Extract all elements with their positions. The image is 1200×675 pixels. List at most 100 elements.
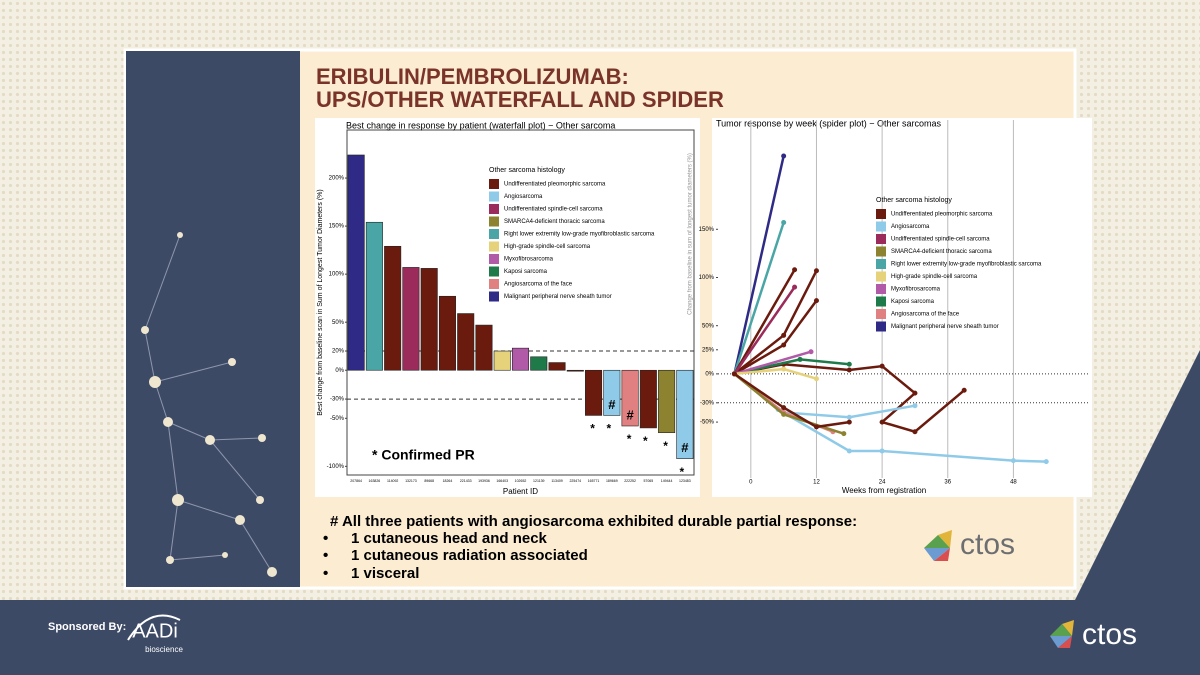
series-line	[733, 155, 785, 375]
bar	[585, 369, 603, 416]
x-tick-label: 57065	[643, 479, 653, 483]
slide-title: ERIBULIN/PEMBROLIZUMAB:	[316, 64, 629, 89]
point	[879, 419, 885, 425]
legend-label: Malignant peripheral nerve sheath tumor	[504, 294, 612, 300]
legend-label: SMARCA4-deficient thoracic sarcoma	[891, 249, 992, 255]
footnote: # All three patients with angiosarcoma e…	[330, 513, 857, 530]
point	[912, 403, 918, 409]
y-tick-label: 100%	[699, 275, 715, 281]
svg-text:•: •	[323, 565, 328, 582]
point	[846, 414, 852, 420]
network-nodes	[141, 232, 277, 577]
point	[781, 405, 787, 411]
y-axis-label: Best change from baseline scan in Sum of…	[317, 189, 324, 415]
legend-swatch	[876, 259, 886, 269]
y-tick-label: 200%	[329, 176, 345, 182]
bar	[676, 369, 694, 459]
bar	[658, 369, 676, 434]
point	[781, 153, 787, 159]
point	[813, 376, 819, 382]
y-tick-label: -50%	[330, 416, 345, 422]
point	[1043, 459, 1049, 465]
x-tick-label: 0	[749, 480, 753, 486]
point	[792, 267, 798, 273]
x-tick-label: 121139	[533, 479, 544, 483]
legend-swatch	[876, 321, 886, 332]
x-tick-label: 132173	[405, 479, 417, 483]
legend-swatch	[489, 204, 499, 214]
series-line	[733, 269, 796, 375]
point	[813, 268, 819, 274]
spider-panel	[712, 118, 1092, 497]
point	[846, 361, 852, 367]
legend-swatch	[489, 229, 499, 239]
point	[912, 390, 918, 396]
legend-swatch	[489, 241, 499, 252]
bar-note: *	[663, 439, 668, 453]
footer-icon	[1050, 620, 1074, 648]
x-tick-label: 12	[813, 480, 820, 486]
point	[961, 387, 967, 393]
legend-swatch	[489, 216, 499, 227]
chart-title: Best change in response by patient (wate…	[346, 120, 615, 130]
legend-label: Right lower extremity low-grade myofibro…	[891, 262, 1042, 268]
x-tick-label: 163826	[369, 479, 381, 483]
bar	[347, 154, 365, 371]
y-tick-label: 150%	[699, 227, 715, 233]
x-tick-label: 222252	[624, 479, 636, 483]
bar	[493, 350, 511, 371]
logo: ctos	[960, 528, 1015, 561]
x-tick-label: 114092	[387, 479, 398, 483]
ctos-icon	[924, 530, 952, 561]
x-tick-label: 48	[1010, 480, 1017, 486]
x-tick-label: 166403	[496, 479, 508, 483]
legend-label: Undifferentiated pleomorphic sarcoma	[891, 212, 993, 218]
legend-swatch	[876, 246, 886, 257]
bar-note: *	[627, 432, 632, 446]
y-tick-label: -30%	[330, 397, 345, 403]
x-tick-label: 207864	[350, 479, 362, 483]
legend-label: Kaposi sarcoma	[891, 299, 935, 305]
x-tick-label: 102652	[515, 479, 527, 483]
sponsor-label: Sponsored By:	[48, 621, 126, 633]
x-tick-label: 225474	[569, 479, 581, 483]
legend-swatch	[489, 179, 499, 189]
bar	[384, 245, 402, 371]
x-tick-label: 165771	[588, 479, 600, 483]
legend-label: Undifferentiated spindle-cell sarcoma	[891, 237, 990, 243]
bar-note: *	[590, 422, 595, 436]
legend-swatch	[489, 279, 499, 289]
point	[846, 419, 852, 425]
bullet: 1 cutaneous radiation associated	[351, 547, 588, 564]
legend-swatch	[489, 191, 499, 202]
legend-swatch	[876, 271, 886, 282]
x-tick-label: 24	[879, 480, 886, 486]
legend-label: High-grade spindle-cell sarcoma	[891, 274, 978, 280]
sponsor-arc	[127, 614, 181, 641]
bar	[603, 369, 621, 416]
legend-label: Kaposi sarcoma	[504, 269, 548, 275]
sponsor-sub: bioscience	[145, 645, 183, 654]
point	[797, 356, 803, 362]
footer-logo: ctos	[1082, 618, 1137, 651]
bullets: • 1 cutaneous head and neck • 1 cutaneous …	[323, 530, 588, 582]
y-tick-label: 100%	[329, 272, 345, 278]
slide-title: UPS/OTHER WATERFALL AND SPIDER	[316, 87, 724, 112]
note: * Confirmed PR	[372, 447, 475, 463]
chart-title: Tumor response by week (spider plot) − O…	[716, 118, 942, 128]
bar-note: *	[680, 465, 685, 479]
legend-swatch	[489, 254, 499, 264]
point	[879, 363, 885, 369]
point	[813, 424, 819, 430]
point	[813, 298, 819, 304]
point	[808, 349, 814, 355]
legend-label: High-grade spindle-cell sarcoma	[504, 244, 591, 250]
bullet: 1 cutaneous head and neck	[351, 530, 548, 547]
bar-label: #	[608, 397, 616, 412]
legend-title: Other sarcoma histology	[489, 167, 565, 174]
x-tick-label: 123483	[679, 479, 691, 483]
bar	[621, 369, 639, 427]
point	[781, 332, 787, 338]
point	[731, 371, 737, 377]
